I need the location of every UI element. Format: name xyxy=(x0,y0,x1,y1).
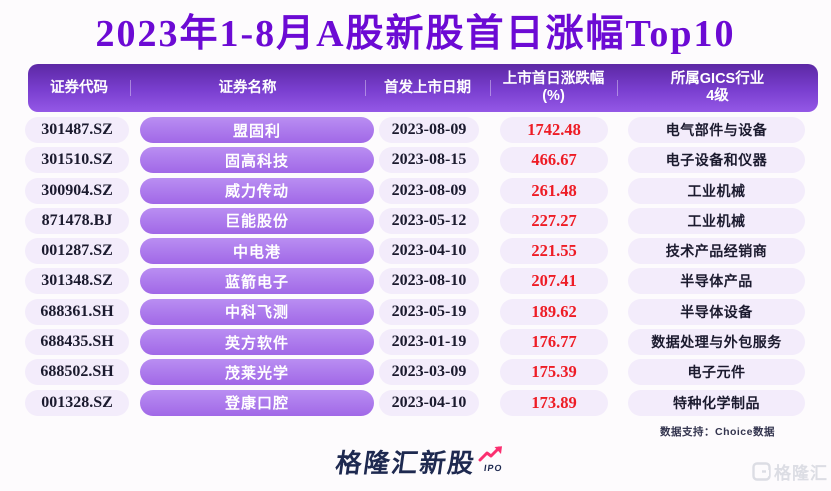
industry-cell: 技术产品经销商 xyxy=(628,238,805,265)
ipo-date-cell: 2023-03-09 xyxy=(379,359,479,386)
stock-name-cell: 固高科技 xyxy=(140,147,374,174)
industry-cell: 工业机械 xyxy=(628,177,805,204)
first-day-gain-cell: 207.41 xyxy=(500,268,608,295)
industry-cell: 电子设备和仪器 xyxy=(628,147,805,174)
header-divider xyxy=(490,80,491,96)
page-title: 2023年1-8月A股新股首日涨幅Top10 xyxy=(95,13,736,55)
ipo-date-cell: 2023-05-19 xyxy=(379,298,479,325)
ipo-date-cell: 2023-05-12 xyxy=(379,207,479,234)
column-header-industry-line1: 所属GICS行业 xyxy=(670,71,765,88)
gelonghui-g-icon xyxy=(752,462,771,481)
logo-ipo-label: IPO xyxy=(483,463,504,473)
table-row: 688435.SH 英方软件 2023-01-19 176.77 数据处理与外包… xyxy=(0,329,831,356)
column-header-industry: 所属GICS行业 4级 xyxy=(617,64,818,112)
gelonghui-watermark: 格隆汇 xyxy=(752,459,828,484)
industry-cell: 半导体产品 xyxy=(628,268,805,295)
stock-code-cell: 301348.SZ xyxy=(25,268,129,295)
first-day-gain-cell: 227.27 xyxy=(500,207,608,234)
stock-name-cell: 茂莱光学 xyxy=(140,359,374,386)
industry-cell: 电气部件与设备 xyxy=(628,117,805,143)
stock-name-cell: 盟固利 xyxy=(140,117,374,143)
first-day-gain-cell: 1742.48 xyxy=(500,117,608,143)
first-day-gain-cell: 189.62 xyxy=(500,298,608,325)
table-row: 871478.BJ 巨能股份 2023-05-12 227.27 工业机械 xyxy=(0,207,831,234)
column-header-code: 证券代码 xyxy=(28,64,130,112)
column-header-code-label: 证券代码 xyxy=(50,79,108,96)
first-day-gain-cell: 173.89 xyxy=(500,389,608,416)
ipo-date-cell: 2023-08-10 xyxy=(379,268,479,295)
table-body: 301487.SZ 盟固利 2023-08-09 1742.48 电气部件与设备… xyxy=(0,117,831,420)
stock-code-cell: 688502.SH xyxy=(25,359,129,386)
ipo-date-cell: 2023-08-15 xyxy=(379,147,479,174)
ipo-date-cell: 2023-08-09 xyxy=(379,177,479,204)
ipo-date-cell: 2023-04-10 xyxy=(379,238,479,265)
column-header-pct-line1: 上市首日涨跌幅 xyxy=(502,71,605,88)
up-trend-arrow-icon xyxy=(478,446,503,462)
ipo-date-cell: 2023-01-19 xyxy=(379,329,479,356)
industry-cell: 半导体设备 xyxy=(628,298,805,325)
table-row: 301510.SZ 固高科技 2023-08-15 466.67 电子设备和仪器 xyxy=(0,147,831,174)
column-header-name: 证券名称 xyxy=(130,64,365,112)
ipo-date-cell: 2023-08-09 xyxy=(379,117,479,143)
stock-name-cell: 威力传动 xyxy=(140,177,374,204)
stock-code-cell: 001328.SZ xyxy=(25,389,129,416)
column-header-name-label: 证券名称 xyxy=(218,79,277,96)
stock-name-cell: 登康口腔 xyxy=(140,389,374,416)
stock-name-cell: 中科飞测 xyxy=(140,298,374,325)
stock-name-cell: 英方软件 xyxy=(140,329,374,356)
table-row: 688502.SH 茂莱光学 2023-03-09 175.39 电子元件 xyxy=(0,359,831,386)
table-row: 300904.SZ 威力传动 2023-08-09 261.48 工业机械 xyxy=(0,177,831,204)
column-header-industry-line2: 4级 xyxy=(706,88,729,104)
table-row: 001287.SZ 中电港 2023-04-10 221.55 技术产品经销商 xyxy=(0,238,831,265)
column-header-pct-line2: (%) xyxy=(542,88,565,104)
stock-name-cell: 蓝箭电子 xyxy=(140,268,374,295)
first-day-gain-cell: 466.67 xyxy=(500,147,608,174)
first-day-gain-cell: 261.48 xyxy=(500,177,608,204)
first-day-gain-cell: 176.77 xyxy=(500,329,608,356)
gelonghui-ipo-logo: 格隆汇新股 IPO xyxy=(333,446,504,478)
column-header-pct: 上市首日涨跌幅 (%) xyxy=(490,64,617,112)
header-divider xyxy=(365,80,366,96)
logo-text: 格隆汇新股 xyxy=(333,448,478,478)
stock-code-cell: 001287.SZ xyxy=(25,238,129,265)
table-row: 001328.SZ 登康口腔 2023-04-10 173.89 特种化学制品 xyxy=(0,389,831,416)
industry-cell: 电子元件 xyxy=(628,359,805,386)
industry-cell: 特种化学制品 xyxy=(628,389,805,416)
industry-cell: 工业机械 xyxy=(628,207,805,234)
first-day-gain-cell: 221.55 xyxy=(500,238,608,265)
data-source-note: 数据支持：Choice数据 xyxy=(659,426,775,438)
column-header-date: 首发上市日期 xyxy=(365,64,490,112)
table-row: 301487.SZ 盟固利 2023-08-09 1742.48 电气部件与设备 xyxy=(0,117,831,143)
watermark-text: 格隆汇 xyxy=(774,464,828,483)
table-header-band: 证券代码 证券名称 首发上市日期 上市首日涨跌幅 (%) 所属GICS行业 4级 xyxy=(28,64,818,112)
header-divider xyxy=(617,80,618,96)
first-day-gain-cell: 175.39 xyxy=(500,359,608,386)
industry-cell: 数据处理与外包服务 xyxy=(628,329,805,356)
table-row: 301348.SZ 蓝箭电子 2023-08-10 207.41 半导体产品 xyxy=(0,268,831,295)
stock-code-cell: 688361.SH xyxy=(25,298,129,325)
stock-code-cell: 300904.SZ xyxy=(25,177,129,204)
table-row: 688361.SH 中科飞测 2023-05-19 189.62 半导体设备 xyxy=(0,298,831,325)
stock-name-cell: 中电港 xyxy=(140,238,374,265)
stock-code-cell: 301510.SZ xyxy=(25,147,129,174)
stock-code-cell: 871478.BJ xyxy=(25,207,129,234)
column-header-date-label: 首发上市日期 xyxy=(384,79,471,96)
stock-code-cell: 301487.SZ xyxy=(25,117,129,143)
ipo-date-cell: 2023-04-10 xyxy=(379,389,479,416)
header-divider xyxy=(130,80,131,96)
stock-name-cell: 巨能股份 xyxy=(140,207,374,234)
stock-code-cell: 688435.SH xyxy=(25,329,129,356)
